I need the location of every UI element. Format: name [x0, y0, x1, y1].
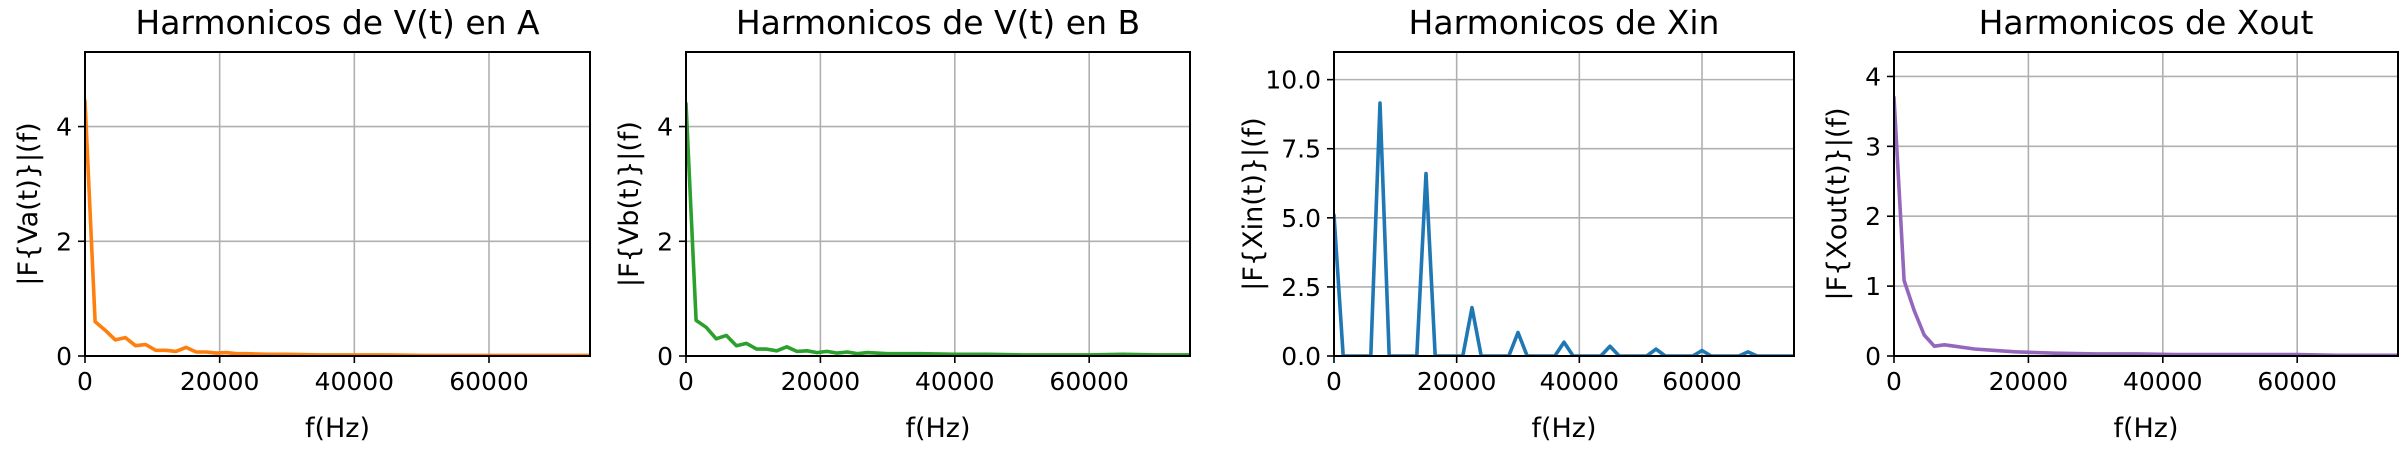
- axes-frame: [1893, 51, 2399, 357]
- chart-title: Harmonicos de V(t) en B: [736, 3, 1140, 42]
- y-tick-label: 0.0: [1281, 342, 1321, 371]
- x-tick-label: 20000: [781, 367, 861, 396]
- y-tick-label: 4: [56, 113, 72, 142]
- subplot-xin: 0 20000 40000 60000 0.0 2.5 5.0 7.5 10.0 Harmonic…: [1238, 3, 1795, 444]
- y-tick-label: 10.0: [1265, 66, 1321, 95]
- subplot-xout: 0 20000 40000 60000 0 1 2 3 4 Harmonicos de Xout f…: [1822, 3, 2399, 444]
- x-tick-label: 0: [1886, 367, 1902, 396]
- y-tick-label: 0: [657, 342, 673, 371]
- subplot-vb: 0 20000 40000 60000 0 2 4 Harmonicos de V(t) en…: [614, 3, 1191, 444]
- x-tick-label: 0: [77, 367, 93, 396]
- y-axis-label: |F{Vb(t)}|(f): [614, 121, 645, 287]
- x-tick-label: 20000: [180, 367, 260, 396]
- x-tick-label: 40000: [915, 367, 995, 396]
- y-tick-label: 2: [1865, 202, 1881, 231]
- y-tick-label: 2: [657, 227, 673, 256]
- axes-frame: [1333, 51, 1795, 357]
- y-tick-label: 3: [1865, 132, 1881, 161]
- y-axis-label: |F{Xout(t)}|(f): [1822, 107, 1853, 300]
- x-axis-label: f(Hz): [1531, 413, 1596, 444]
- chart-title: Harmonicos de Xin: [1409, 3, 1720, 42]
- y-tick-label: 0: [1865, 342, 1881, 371]
- x-tick-label: 60000: [449, 367, 529, 396]
- x-tick-label: 0: [1326, 367, 1342, 396]
- subplot-va: 0 20000 40000 60000 0 2 4 Harmonicos de V(t) en…: [13, 3, 591, 444]
- chart-title: Harmonicos de V(t) en A: [135, 3, 540, 42]
- x-tick-label: 40000: [1540, 367, 1620, 396]
- series-line: [1334, 101, 1794, 356]
- y-tick-label: 5.0: [1281, 204, 1321, 233]
- axes-frame: [84, 51, 591, 357]
- x-tick-label: 20000: [1989, 367, 2069, 396]
- x-axis-label: f(Hz): [905, 413, 970, 444]
- y-tick-label: 1: [1865, 272, 1881, 301]
- y-axis-label: |F{Xin(t)}|(f): [1238, 117, 1269, 290]
- x-tick-label: 20000: [1417, 367, 1497, 396]
- x-tick-label: 40000: [2123, 367, 2203, 396]
- x-tick-label: 60000: [1049, 367, 1129, 396]
- series-line: [686, 101, 1190, 356]
- x-tick-label: 0: [678, 367, 694, 396]
- y-tick-label: 4: [1865, 62, 1881, 91]
- x-tick-label: 40000: [315, 367, 395, 396]
- y-tick-label: 0: [56, 342, 72, 371]
- x-tick-label: 60000: [2257, 367, 2337, 396]
- y-tick-label: 4: [657, 113, 673, 142]
- x-axis-label: f(Hz): [2113, 413, 2178, 444]
- y-tick-label: 2.5: [1281, 273, 1321, 302]
- y-tick-label: 7.5: [1281, 135, 1321, 164]
- x-axis-label: f(Hz): [305, 413, 370, 444]
- y-axis-label: |F{Va(t)}|(f): [13, 122, 44, 285]
- series-line: [85, 99, 590, 356]
- chart-title: Harmonicos de Xout: [1979, 3, 2314, 42]
- series-line: [1894, 95, 2398, 356]
- x-tick-label: 60000: [1662, 367, 1742, 396]
- axes-frame: [685, 51, 1191, 357]
- y-tick-label: 2: [56, 227, 72, 256]
